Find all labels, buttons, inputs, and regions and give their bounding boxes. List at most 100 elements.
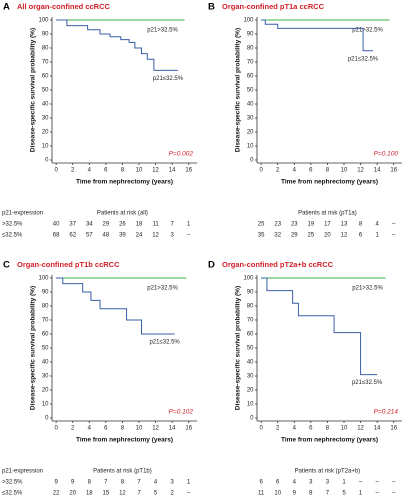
y-tick-label: 20 — [247, 388, 254, 394]
x-tick-label: 8 — [121, 168, 125, 174]
x-tick-label: 12 — [152, 168, 159, 174]
risk-count: 32 — [274, 233, 281, 239]
y-tick-label: 30 — [42, 374, 49, 380]
x-tick-label: 0 — [259, 168, 263, 174]
y-tick-label: 90 — [42, 290, 49, 296]
y-tick-label: 80 — [42, 304, 49, 310]
risk-count: – — [392, 233, 396, 239]
y-tick-label: 100 — [38, 276, 49, 282]
y-tick-label: 10 — [247, 402, 254, 408]
risk-count: 11 — [258, 491, 265, 497]
x-tick-label: 4 — [293, 426, 297, 432]
risk-count: 7 — [170, 222, 174, 228]
risk-count: 15 — [103, 491, 110, 497]
risk-count: 12 — [152, 233, 159, 239]
curve-label: p21≤32.5% — [348, 56, 379, 62]
x-tick-label: 2 — [276, 426, 280, 432]
panel-letter: B — [208, 2, 215, 13]
x-axis-label: Time from nephrectomy (years) — [281, 179, 378, 186]
risk-count: – — [392, 222, 396, 228]
y-tick-label: 0 — [45, 416, 49, 422]
panel-letter: A — [3, 2, 10, 13]
y-tick-label: 70 — [42, 60, 49, 66]
risk-count: 48 — [103, 233, 110, 239]
risk-count: – — [187, 491, 191, 497]
x-tick-label: 12 — [357, 168, 364, 174]
y-tick-label: 10 — [42, 402, 49, 408]
x-tick-label: 10 — [341, 168, 348, 174]
panel-title: Organ-confined pT2a+b ccRCC — [222, 260, 334, 269]
y-tick-label: 100 — [243, 276, 254, 282]
survival-curve — [261, 277, 378, 376]
risk-count: 9 — [71, 480, 75, 486]
risk-count: 12 — [341, 233, 348, 239]
risk-count: 1 — [187, 222, 191, 228]
x-tick-label: 16 — [390, 426, 397, 432]
risk-count: 4 — [293, 480, 297, 486]
y-tick-label: 60 — [42, 332, 49, 338]
x-tick-label: 4 — [88, 168, 92, 174]
risk-count: 68 — [53, 233, 60, 239]
risk-count: 3 — [309, 480, 313, 486]
p-value: P=0.214 — [374, 409, 399, 416]
risk-count: 3 — [170, 233, 174, 239]
x-tick-label: 4 — [88, 426, 92, 432]
risk-count: 24 — [136, 233, 143, 239]
risk-count: 1 — [342, 480, 346, 486]
risk-count: 8 — [121, 480, 125, 486]
x-tick-label: 14 — [169, 426, 176, 432]
x-tick-label: 6 — [309, 168, 313, 174]
y-tick-label: 90 — [247, 32, 254, 38]
x-tick-label: 10 — [136, 426, 143, 432]
risk-count: 17 — [324, 222, 331, 228]
x-tick-label: 0 — [54, 426, 58, 432]
risk-count: 3 — [326, 480, 330, 486]
x-tick-label: 6 — [104, 168, 108, 174]
risk-count: 1 — [187, 480, 191, 486]
x-tick-label: 2 — [71, 168, 75, 174]
panel-letter: C — [3, 260, 10, 271]
y-tick-label: 70 — [42, 318, 49, 324]
risk-count: 9 — [293, 491, 297, 497]
x-tick-label: 8 — [326, 426, 330, 432]
x-tick-label: 16 — [390, 168, 397, 174]
x-tick-label: 2 — [71, 426, 75, 432]
x-tick-label: 8 — [121, 426, 125, 432]
panel: B Organ-confined pT1a ccRCC01020304050607… — [208, 2, 402, 239]
panel-title: All organ-confined ccRCC — [17, 2, 111, 11]
y-tick-label: 70 — [247, 60, 254, 66]
y-tick-label: 40 — [247, 360, 254, 366]
risk-count: 5 — [342, 491, 346, 497]
risk-count: 62 — [69, 233, 76, 239]
survival-curve — [56, 277, 175, 335]
risk-count: 37 — [69, 222, 76, 228]
risk-count: 25 — [308, 233, 315, 239]
risk-count: – — [359, 480, 363, 486]
panel: D Organ-confined pT2a+b ccRCC010203040506… — [208, 260, 402, 497]
y-tick-label: 50 — [42, 88, 49, 94]
x-tick-label: 6 — [309, 426, 313, 432]
y-tick-label: 0 — [250, 416, 254, 422]
risk-table-title: Patients at risk (all) — [97, 211, 148, 217]
y-tick-label: 50 — [42, 346, 49, 352]
y-tick-label: 50 — [247, 88, 254, 94]
risk-count: 39 — [119, 233, 126, 239]
risk-count: 7 — [137, 491, 141, 497]
risk-count: 57 — [86, 233, 93, 239]
y-tick-label: 70 — [247, 318, 254, 324]
y-tick-label: 40 — [42, 360, 49, 366]
risk-count: 11 — [152, 222, 159, 228]
risk-count: 4 — [375, 222, 379, 228]
risk-count: 8 — [309, 491, 313, 497]
x-tick-label: 14 — [374, 426, 381, 432]
risk-count: 3 — [170, 480, 174, 486]
y-tick-label: 60 — [42, 74, 49, 80]
risk-count: 5 — [154, 491, 158, 497]
curve-label: p21>32.5% — [147, 286, 178, 292]
survival-curve — [56, 19, 178, 71]
x-tick-label: 6 — [104, 426, 108, 432]
panel-title: Organ-confined pT1a ccRCC — [222, 2, 325, 11]
risk-row-label: ≤32.5% — [2, 233, 23, 239]
x-tick-label: 16 — [185, 426, 192, 432]
curve-label: p21>32.5% — [147, 28, 178, 34]
